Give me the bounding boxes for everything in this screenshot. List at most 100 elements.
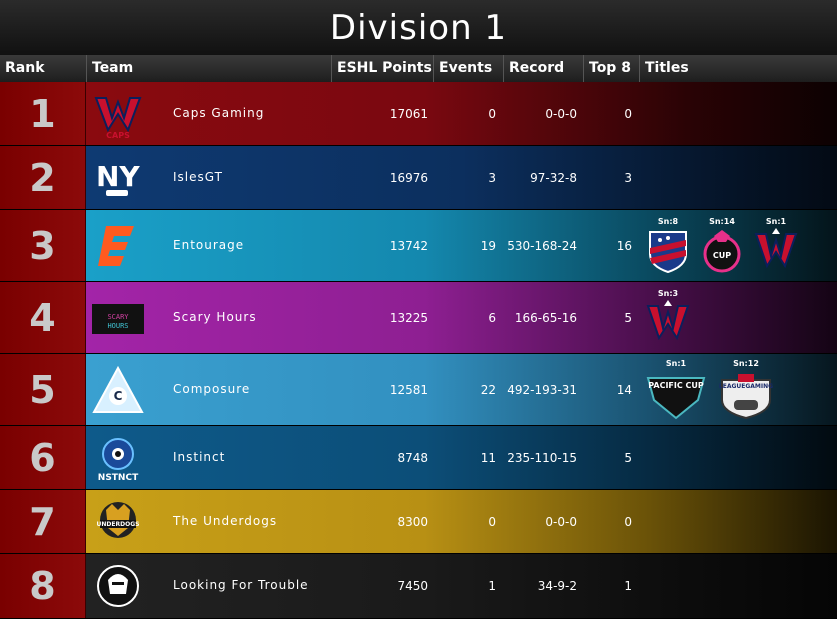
shield-trophy-icon bbox=[649, 231, 687, 274]
title-badge: Sn:12 LEAGUEGAMING bbox=[714, 359, 778, 420]
entourage-logo-icon bbox=[92, 220, 144, 272]
top8-value: 0 bbox=[624, 107, 632, 121]
team-name: Instinct bbox=[173, 450, 226, 464]
title-badge: Sn:1 PACIFIC CUP bbox=[644, 359, 708, 420]
header-rank: Rank bbox=[5, 60, 45, 76]
titles-list: Sn:8 Sn:14 CUP Sn:1 bbox=[644, 210, 800, 281]
caps-logo-icon: CAPS bbox=[92, 88, 144, 140]
standings-table: 1 CAPS Caps Gaming 17061 0 0-0-0 0 2 NY … bbox=[0, 82, 837, 619]
events-value: 22 bbox=[480, 383, 496, 397]
table-row[interactable]: 4 SCARY HOURS Scary Hours 13225 6 166-65-… bbox=[0, 282, 837, 354]
composure-logo-icon: C bbox=[92, 364, 144, 416]
record-value: 166-65-16 bbox=[514, 311, 577, 325]
points-value: 12581 bbox=[389, 383, 428, 397]
svg-text:CAPS: CAPS bbox=[106, 131, 130, 140]
table-row[interactable]: 7 UNDERDOGS The Underdogs 8300 0 0-0-0 0 bbox=[0, 490, 837, 554]
events-value: 19 bbox=[480, 239, 496, 253]
points-value: 8748 bbox=[397, 451, 428, 465]
team-name: IslesGT bbox=[173, 170, 223, 184]
points-value: 8300 bbox=[397, 515, 428, 529]
events-value: 3 bbox=[488, 171, 496, 185]
table-row[interactable]: 8 Looking For Trouble 7450 1 34-9-2 1 bbox=[0, 554, 837, 619]
table-row[interactable]: 2 NY IslesGT 16976 3 97-32-8 3 bbox=[0, 146, 837, 210]
titles-list: Sn:1 PACIFIC CUP Sn:12 LEAGUEGAMING bbox=[644, 354, 778, 425]
team-name: Scary Hours bbox=[173, 310, 257, 324]
events-value: 11 bbox=[480, 451, 496, 465]
season-label: Sn:1 bbox=[765, 217, 787, 226]
header-titles: Titles bbox=[639, 55, 837, 82]
top8-value: 3 bbox=[624, 171, 632, 185]
ny-logo-icon: NY bbox=[92, 152, 144, 204]
events-value: 6 bbox=[488, 311, 496, 325]
title-badge: Sn:1 bbox=[752, 217, 800, 274]
season-label: Sn:1 bbox=[665, 359, 687, 368]
top8-value: 16 bbox=[616, 239, 632, 253]
points-value: 16976 bbox=[389, 171, 428, 185]
lft-logo-icon bbox=[92, 560, 144, 612]
season-label: Sn:14 bbox=[709, 217, 735, 226]
league-gaming-label: LEAGUEGAMING bbox=[718, 383, 774, 390]
points-value: 7450 bbox=[397, 579, 428, 593]
top8-value: 5 bbox=[624, 451, 632, 465]
svg-text:C: C bbox=[114, 389, 123, 403]
svg-text:SCARY: SCARY bbox=[107, 313, 129, 321]
stinger-cup-icon: CUP bbox=[703, 230, 741, 273]
events-value: 0 bbox=[488, 107, 496, 121]
rank-number: 7 bbox=[0, 490, 86, 553]
team-name: The Underdogs bbox=[173, 514, 278, 528]
header-top8: Top 8 bbox=[583, 55, 639, 82]
rank-number: 6 bbox=[0, 426, 86, 489]
title-badge: Sn:14 CUP bbox=[698, 217, 746, 274]
svg-text:UNDERDOGS: UNDERDOGS bbox=[97, 521, 140, 528]
header-points: ESHL Points bbox=[331, 55, 433, 82]
points-value: 17061 bbox=[389, 107, 428, 121]
season-label: Sn:12 bbox=[733, 359, 759, 368]
events-value: 1 bbox=[488, 579, 496, 593]
top8-value: 14 bbox=[616, 383, 632, 397]
table-header: Rank Team ESHL Points Events Record Top … bbox=[0, 55, 837, 82]
page-title: Division 1 bbox=[329, 7, 508, 48]
titles-list: Sn:3 bbox=[644, 282, 692, 353]
table-row[interactable]: 5 C Composure 12581 22 492-193-31 14 Sn:… bbox=[0, 354, 837, 426]
rank-number: 2 bbox=[0, 146, 86, 209]
scary-hours-logo-icon: SCARY HOURS bbox=[92, 292, 144, 344]
table-row[interactable]: 1 CAPS Caps Gaming 17061 0 0-0-0 0 bbox=[0, 82, 837, 146]
team-name: Entourage bbox=[173, 238, 245, 252]
pacific-cup-label: PACIFIC CUP bbox=[648, 381, 704, 390]
svg-text:NSTNCT: NSTNCT bbox=[98, 473, 139, 483]
caps-trophy-icon bbox=[646, 300, 690, 341]
record-value: 235-110-15 bbox=[507, 451, 577, 465]
rank-number: 5 bbox=[0, 354, 86, 425]
team-name: Looking For Trouble bbox=[173, 578, 309, 592]
season-label: Sn:8 bbox=[657, 217, 679, 226]
record-value: 492-193-31 bbox=[507, 383, 577, 397]
rank-number: 8 bbox=[0, 554, 86, 618]
instinct-logo-icon: NSTNCT bbox=[92, 432, 144, 484]
header-record: Record bbox=[503, 55, 583, 82]
record-value: 0-0-0 bbox=[545, 107, 577, 121]
title-badge: Sn:3 bbox=[644, 289, 692, 346]
rank-number: 1 bbox=[0, 82, 86, 145]
team-name: Composure bbox=[173, 382, 251, 396]
table-row[interactable]: 6 NSTNCT Instinct 8748 11 235-110-15 5 bbox=[0, 426, 837, 490]
svg-text:NY: NY bbox=[96, 160, 140, 193]
events-value: 0 bbox=[488, 515, 496, 529]
title-bar: Division 1 bbox=[0, 0, 837, 55]
season-label: Sn:3 bbox=[657, 289, 679, 298]
points-value: 13742 bbox=[389, 239, 428, 253]
table-row[interactable]: 3 Entourage 13742 19 530-168-24 16 Sn:8 … bbox=[0, 210, 837, 282]
svg-text:HOURS: HOURS bbox=[107, 322, 128, 330]
points-value: 13225 bbox=[389, 311, 428, 325]
record-value: 0-0-0 bbox=[545, 515, 577, 529]
svg-text:CUP: CUP bbox=[713, 251, 731, 260]
top8-value: 0 bbox=[624, 515, 632, 529]
caps-trophy-icon bbox=[754, 228, 798, 269]
header-team: Team bbox=[86, 55, 331, 82]
record-value: 530-168-24 bbox=[507, 239, 577, 253]
team-name: Caps Gaming bbox=[173, 106, 265, 120]
top8-value: 1 bbox=[624, 579, 632, 593]
rank-number: 4 bbox=[0, 282, 86, 353]
underdogs-logo-icon: UNDERDOGS bbox=[92, 496, 144, 548]
record-value: 34-9-2 bbox=[537, 579, 577, 593]
title-badge: Sn:8 bbox=[644, 217, 692, 274]
